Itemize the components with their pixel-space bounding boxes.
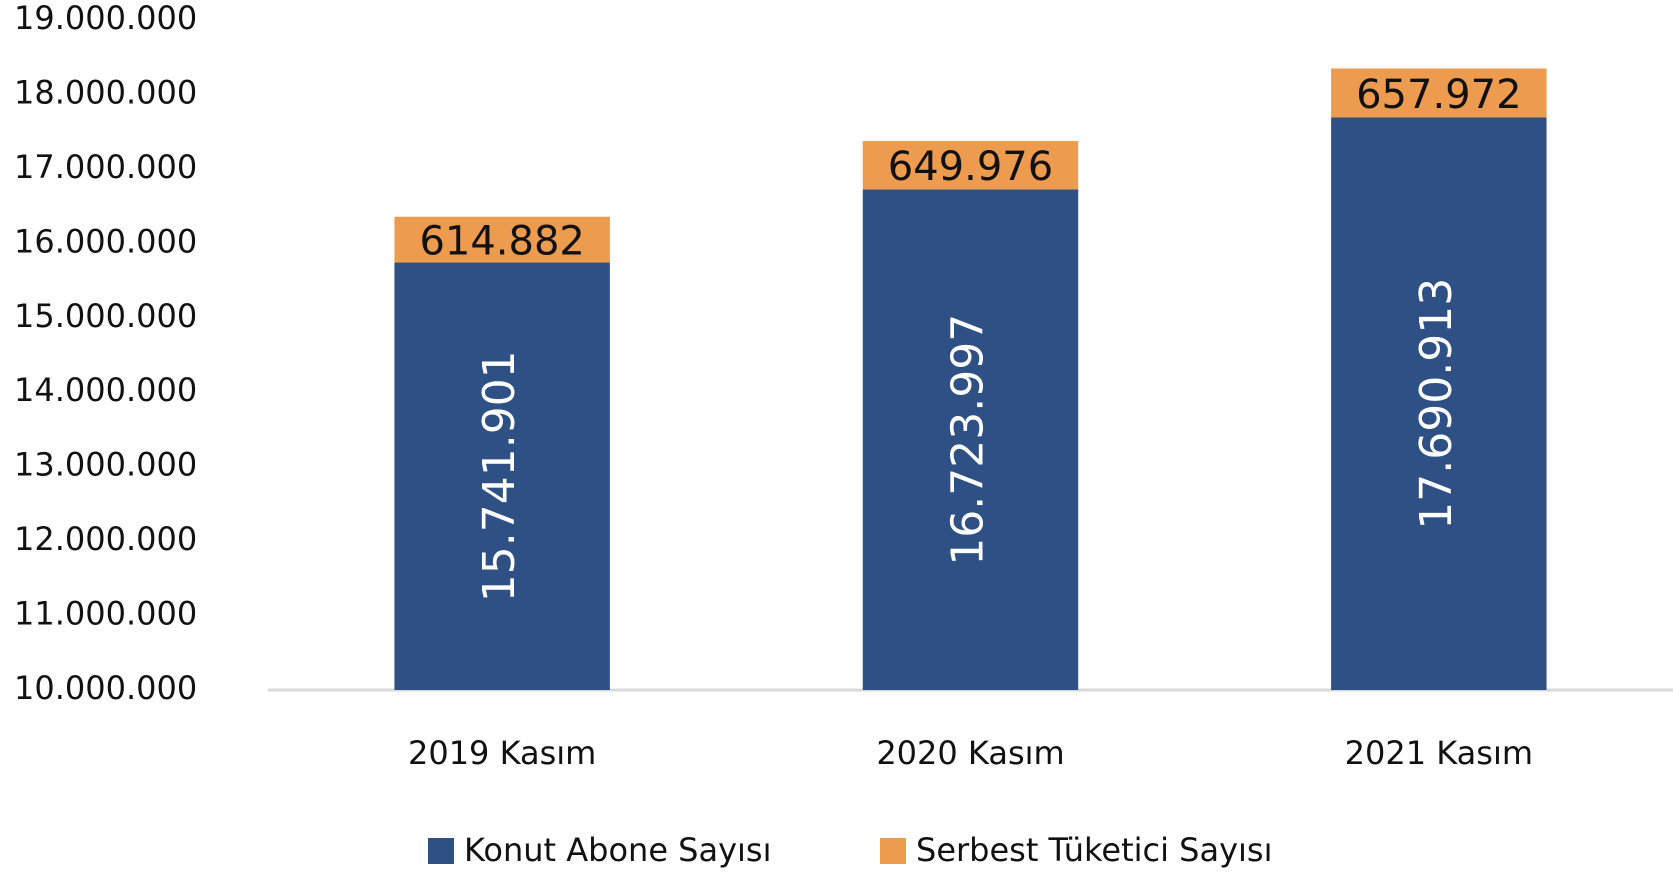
bar-segment (394, 262, 610, 690)
y-tick-label: 14.000.000 (14, 371, 197, 409)
y-tick-label: 13.000.000 (14, 446, 197, 484)
value-label: 649.976 (888, 144, 1053, 190)
value-label: 614.882 (419, 219, 584, 265)
value-label: 17.690.913 (1411, 278, 1462, 530)
y-tick-label: 11.000.000 (14, 595, 197, 633)
y-tick-label: 18.000.000 (14, 73, 197, 111)
bar-segment (394, 216, 610, 263)
legend-label: Konut Abone Sayısı (464, 831, 771, 869)
x-tick-label: 2020 Kasım (876, 734, 1064, 772)
y-tick-label: 12.000.000 (14, 520, 197, 558)
bar-segment (1331, 117, 1547, 691)
legend-label: Serbest Tüketici Sayısı (916, 831, 1272, 869)
x-tick-label: 2019 Kasım (408, 734, 596, 772)
bar-segment (1331, 68, 1547, 118)
y-tick-label: 17.000.000 (14, 148, 197, 186)
legend-swatch (880, 838, 906, 864)
bar-segment (862, 189, 1079, 690)
legend-swatch (428, 838, 454, 864)
y-tick-label: 15.000.000 (14, 297, 197, 335)
value-label: 657.972 (1356, 72, 1521, 118)
value-label: 15.741.901 (474, 350, 525, 602)
x-tick-label: 2021 Kasım (1345, 734, 1533, 772)
value-label: 16.723.997 (943, 314, 994, 566)
y-tick-label: 16.000.000 (14, 222, 197, 260)
y-tick-label: 10.000.000 (14, 669, 197, 707)
y-tick-label: 19.000.000 (14, 0, 197, 37)
bar-segment (862, 141, 1079, 190)
